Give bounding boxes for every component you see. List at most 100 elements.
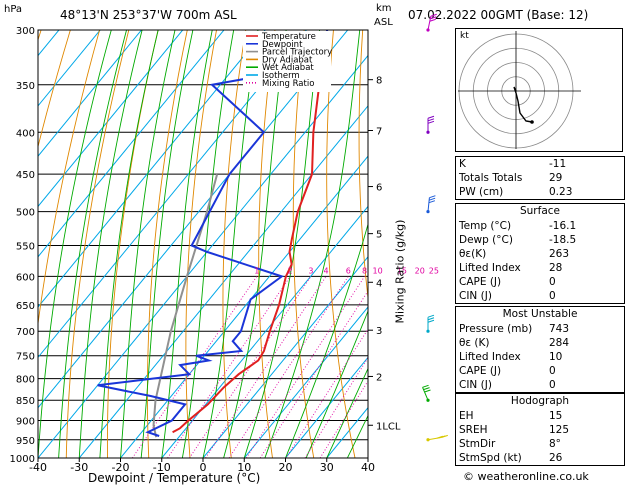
indices-label: PW (cm) [459,186,504,198]
km-tick-label: 1LCL [376,421,401,432]
pressure-tick-label: 650 [16,301,35,312]
wet-adiabat-line [285,222,368,458]
surface-row: CIN (J) 0 [456,289,624,303]
wind-barb-flag [427,319,435,323]
unstable-label: Pressure (mb) [459,323,533,335]
mixing-ratio-line [131,276,258,458]
surface-label: Temp (°C) [459,220,512,232]
wet-adiabat-line [305,309,368,458]
hodograph-label: StmDir [459,438,496,450]
wet-adiabat-line [78,30,143,458]
x-tick-label: -30 [70,461,88,474]
mixing-ratio-tick-label: 15 [397,266,407,275]
dewpoint-line [97,30,330,437]
wind-barb-shaft [422,387,429,401]
isotherm-line [38,30,225,258]
isotherm-line [161,205,368,458]
x-tick-label: 0 [200,461,207,474]
surface-row: Lifted Index 28 [456,261,624,275]
dry-adiabat-line [38,30,71,149]
mixing-ratio-tick-label: 8 [362,266,367,275]
legend-entry: Wet Adiabat [262,63,314,73]
pressure-tick-label: 900 [16,417,35,428]
indices-panel: K -11 Totals Totals 29 PW (cm) 0.23 [455,156,625,200]
hodograph-plot [458,31,581,149]
wet-adiabat-line [202,30,259,458]
copyright-text: © weatheronline.co.uk [463,470,589,483]
wind-barb-flag [430,13,437,17]
mixing-ratio-tick-label: 2 [288,266,293,275]
wet-adiabat-line [243,30,321,458]
mixing-ratio-line [245,276,365,458]
indices-value: 0.23 [549,186,573,198]
wet-adiabat-line [326,367,368,458]
hodograph-row: StmSpd (kt) 26 [456,451,624,465]
x-tick-label: -40 [29,461,47,474]
pressure-tick-label: 500 [16,208,35,219]
hodograph-end-point [530,120,534,124]
pressure-tick-label: 800 [16,375,35,386]
wet-adiabat-line [58,30,127,458]
dry-adiabat-line [106,30,159,458]
isotherm-line [38,54,368,458]
x-tick-label: 20 [279,461,293,474]
isotherm-line [38,30,101,107]
surface-label: Lifted Index [459,262,521,274]
hodograph-label: StmSpd (kt) [459,452,522,464]
indices-label: Totals Totals [459,172,523,184]
wet-adiabat-line [161,30,213,458]
temperature-line [172,30,329,434]
wet-adiabat-line [264,30,361,458]
indices-row: K -11 [456,157,624,171]
surface-row: Dewp (°C) -18.5 [456,233,624,247]
pressure-tick-label: 850 [16,396,35,407]
wind-barb-flag [427,120,435,124]
isotherm-line [38,30,184,208]
surface-value: 28 [549,262,563,274]
wet-adiabat-line [38,30,112,458]
wet-adiabat-line [99,30,159,458]
surface-value: 263 [549,248,570,260]
km-tick-label: 8 [376,76,382,87]
km-tick-label: 4 [376,278,382,289]
surface-label: CIN (J) [459,290,492,302]
km-tick-label: 6 [376,183,382,194]
wet-adiabat-line [120,30,176,458]
hodograph-panel: Hodograph EH 15 SREH 125 StmDir 8° StmSpd (kt)… [455,393,625,466]
unstable-label: CIN (J) [459,379,492,391]
dry-adiabat-line [421,5,455,458]
surface-value: 0 [549,290,556,302]
isotherm-line [202,255,368,458]
hodograph-value: 26 [549,452,563,464]
wind-barb-flag [427,314,435,318]
mixing-ratio-tick-label: 25 [429,266,439,275]
isotherm-line [120,155,368,458]
dry-adiabat-line [65,30,130,458]
unstable-value: 0 [549,365,556,377]
wind-barb-flag [427,118,435,122]
indices-value: 29 [549,172,563,184]
x-tick-label: 30 [320,461,334,474]
isotherm-line [326,406,368,458]
indices-value: -11 [549,158,567,170]
wet-adiabat-line [140,30,194,458]
hodograph-title: Hodograph [510,395,570,407]
mixing-ratio-axis-label: Mixing Ratio (g/kg) [393,219,407,324]
mixing-ratio-tick-label: 10 [372,266,382,275]
x-tick-label: 40 [361,461,375,474]
surface-label: Dewp (°C) [459,234,513,246]
mixing-ratio-tick-label: 1 [254,266,259,275]
surface-row: Temp (°C) -16.1 [456,219,624,233]
legend-entry: Parcel Trajectory [262,48,332,58]
legend-entry: Isotherm [262,71,300,81]
mixing-ratio-tick-label: 20 [415,266,425,275]
x-tick-label: -20 [112,461,130,474]
surface-label: θε(K) [459,248,487,260]
legend-entry: Dewpoint [262,40,303,50]
isotherm-line [409,5,455,458]
wind-barb-flag [427,115,435,119]
dry-adiabat-line [292,30,315,458]
x-axis-label: Dewpoint / Temperature (°C) [88,471,261,485]
pressure-tick-label: 700 [16,327,35,338]
indices-row: Totals Totals 29 [456,171,624,185]
